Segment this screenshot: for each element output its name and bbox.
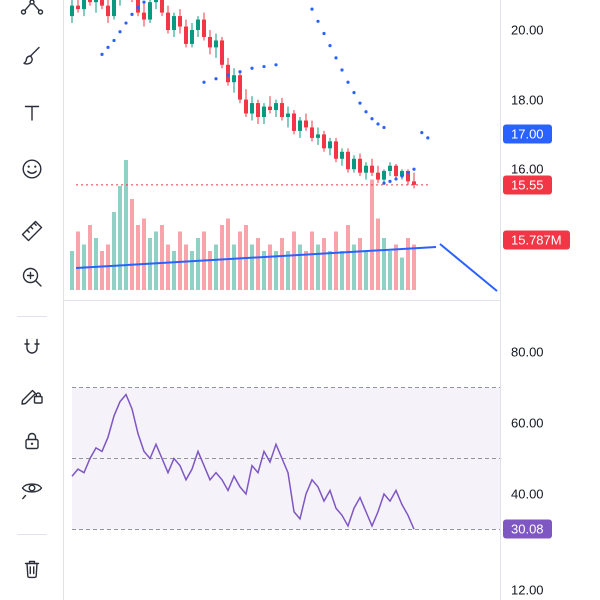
zoom-in-tool-button[interactable] bbox=[13, 258, 51, 296]
emoji-tool-button[interactable] bbox=[13, 150, 51, 188]
padlock-icon bbox=[25, 432, 39, 450]
toolbar-divider bbox=[17, 534, 47, 535]
axis-label: 40.00 bbox=[511, 486, 544, 502]
pitchfork-icon bbox=[20, 0, 44, 15]
axis-price-badge: 15.787M bbox=[503, 230, 570, 250]
axis-label: 16.00 bbox=[511, 161, 544, 177]
axis-price-badge: 30.08 bbox=[503, 519, 552, 539]
pattern-tool-button[interactable] bbox=[13, 0, 51, 26]
remove-drawings-tool-button[interactable] bbox=[13, 550, 51, 588]
chart-canvas[interactable] bbox=[64, 0, 500, 600]
axis-label: 18.00 bbox=[511, 92, 544, 108]
magnet-icon bbox=[24, 338, 40, 354]
pencil-lock-icon bbox=[21, 389, 43, 405]
smiley-icon bbox=[22, 159, 42, 179]
text-icon bbox=[24, 105, 40, 121]
axis-label: 12.00 bbox=[511, 582, 544, 598]
brush-tool-button[interactable] bbox=[13, 38, 51, 76]
magnet-tool-button[interactable] bbox=[13, 330, 51, 368]
trash-icon bbox=[24, 560, 40, 579]
text-tool-button[interactable] bbox=[13, 94, 51, 132]
axis-label: 80.00 bbox=[511, 344, 544, 360]
axis-price-badge: 17.00 bbox=[503, 124, 552, 144]
price-axis[interactable]: 20.00 18.00 16.00 80.00 60.00 40.00 12.00 17.00… bbox=[500, 0, 600, 600]
axis-price-badge: 15.55 bbox=[503, 175, 552, 195]
measure-tool-button[interactable] bbox=[13, 212, 51, 250]
lock-tool-button[interactable] bbox=[13, 422, 51, 460]
hide-drawings-tool-button[interactable] bbox=[13, 470, 51, 508]
lock-drawings-tool-button[interactable] bbox=[13, 376, 51, 414]
pane-separator[interactable] bbox=[64, 300, 600, 301]
axis-label: 60.00 bbox=[511, 415, 544, 431]
brush-icon bbox=[23, 46, 40, 65]
eye-icon bbox=[21, 483, 43, 500]
ruler-icon bbox=[21, 220, 43, 242]
toolbar-divider bbox=[17, 316, 47, 317]
drawing-toolbar bbox=[0, 0, 64, 600]
axis-label: 20.00 bbox=[511, 22, 544, 38]
magnifier-plus-icon bbox=[22, 267, 42, 287]
